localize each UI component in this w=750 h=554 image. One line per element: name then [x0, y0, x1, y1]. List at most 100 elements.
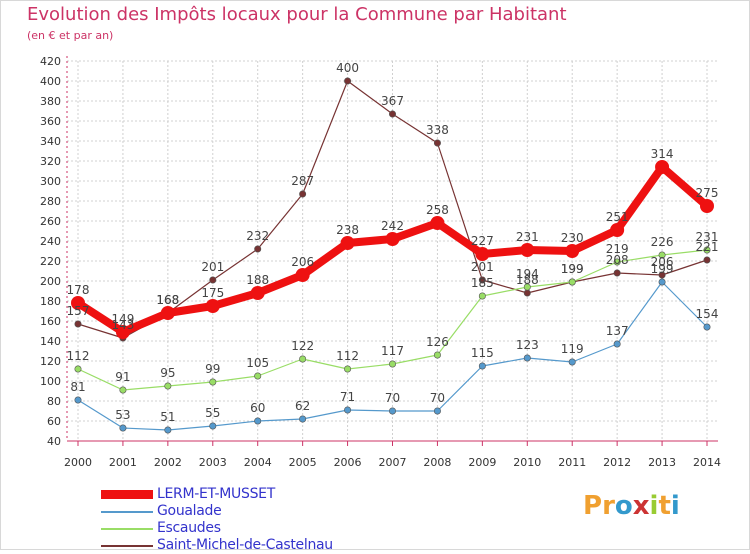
legend-item: Saint-Michel-de-Castelnau [101, 537, 401, 554]
y-tick-label: 220 [40, 255, 61, 268]
data-point [299, 415, 307, 423]
data-label: 62 [295, 399, 310, 413]
data-label: 201 [201, 260, 224, 274]
data-label: 70 [385, 391, 400, 405]
data-label: 81 [70, 380, 85, 394]
data-label: 221 [696, 240, 719, 254]
data-label: 51 [160, 410, 175, 424]
legend-swatch [101, 490, 153, 499]
data-label: 112 [336, 349, 359, 363]
data-label: 185 [471, 276, 494, 290]
data-label: 201 [471, 260, 494, 274]
y-tick-label: 160 [40, 315, 61, 328]
logo-letter: t [658, 491, 671, 521]
x-tick-label: 2000 [64, 456, 92, 469]
logo-letter: o [614, 491, 633, 521]
data-point [613, 269, 621, 277]
data-point [478, 292, 486, 300]
data-point [523, 289, 531, 297]
logo-letter: x [632, 491, 650, 521]
y-tick-label: 300 [40, 175, 61, 188]
data-point [523, 283, 531, 291]
data-point [115, 325, 130, 339]
data-point [613, 258, 621, 266]
data-point [254, 417, 262, 425]
data-label: 168 [156, 293, 179, 307]
y-tick-label: 260 [40, 215, 61, 228]
data-point [205, 299, 220, 313]
data-point [164, 426, 172, 434]
y-tick-label: 280 [40, 195, 61, 208]
data-point [119, 424, 127, 432]
data-point [71, 296, 85, 310]
logo-letter: i [649, 491, 659, 521]
x-tick-label: 2007 [379, 456, 407, 469]
data-point [344, 77, 352, 85]
data-label: 71 [340, 390, 355, 404]
legend-swatch [101, 545, 153, 547]
x-tick-label: 2012 [603, 456, 631, 469]
data-label: 275 [696, 186, 719, 200]
y-tick-label: 80 [47, 395, 61, 408]
data-point [340, 236, 355, 250]
data-label: 242 [381, 219, 404, 233]
data-point [658, 251, 666, 259]
data-point [475, 247, 490, 261]
x-tick-label: 2003 [199, 456, 227, 469]
logo-letter: r [602, 491, 615, 521]
legend-label: LERM-ET-MUSSET [157, 486, 275, 502]
data-label: 258 [426, 203, 449, 217]
data-label: 219 [606, 242, 629, 256]
y-tick-label: 420 [40, 55, 61, 68]
data-point [430, 216, 445, 230]
data-point [433, 407, 441, 415]
data-label: 314 [651, 147, 674, 161]
y-tick-label: 320 [40, 155, 61, 168]
data-point [254, 245, 262, 253]
legend-swatch [101, 511, 153, 513]
data-point [565, 244, 580, 258]
data-point [209, 378, 217, 386]
data-point [344, 406, 352, 414]
data-point [613, 340, 621, 348]
data-label: 115 [471, 346, 494, 360]
x-tick-label: 2010 [513, 456, 541, 469]
legend-item: Goualade [101, 503, 401, 520]
data-point [295, 268, 310, 282]
y-tick-label: 380 [40, 95, 61, 108]
data-label: 117 [381, 344, 404, 358]
x-tick-label: 2004 [244, 456, 272, 469]
data-label: 188 [516, 273, 539, 287]
x-tick-label: 2002 [154, 456, 182, 469]
data-point [160, 306, 175, 320]
y-tick-label: 340 [40, 135, 61, 148]
data-label: 238 [336, 223, 359, 237]
legend-swatch [101, 528, 153, 530]
data-label: 126 [426, 335, 449, 349]
data-point [478, 362, 486, 370]
data-point [520, 243, 535, 257]
data-label: 206 [291, 255, 314, 269]
data-label: 105 [246, 356, 269, 370]
data-label: 149 [111, 312, 134, 326]
data-point [523, 354, 531, 362]
legend: LERM-ET-MUSSET Goualade Escaudes Saint-M… [101, 486, 401, 554]
data-point [658, 271, 666, 279]
data-point [250, 286, 265, 300]
data-label: 251 [606, 210, 629, 224]
y-tick-label: 140 [40, 335, 61, 348]
data-point [344, 365, 352, 373]
data-label: 194 [516, 267, 539, 281]
data-point [703, 256, 711, 264]
data-point [74, 365, 82, 373]
data-label: 338 [426, 123, 449, 137]
data-label: 119 [561, 342, 584, 356]
y-tick-label: 100 [40, 375, 61, 388]
data-label: 123 [516, 338, 539, 352]
legend-label: Escaudes [157, 520, 221, 536]
data-label: 122 [291, 339, 314, 353]
data-point [385, 232, 400, 246]
data-label: 199 [561, 262, 584, 276]
data-point [700, 199, 714, 213]
data-point [478, 276, 486, 284]
